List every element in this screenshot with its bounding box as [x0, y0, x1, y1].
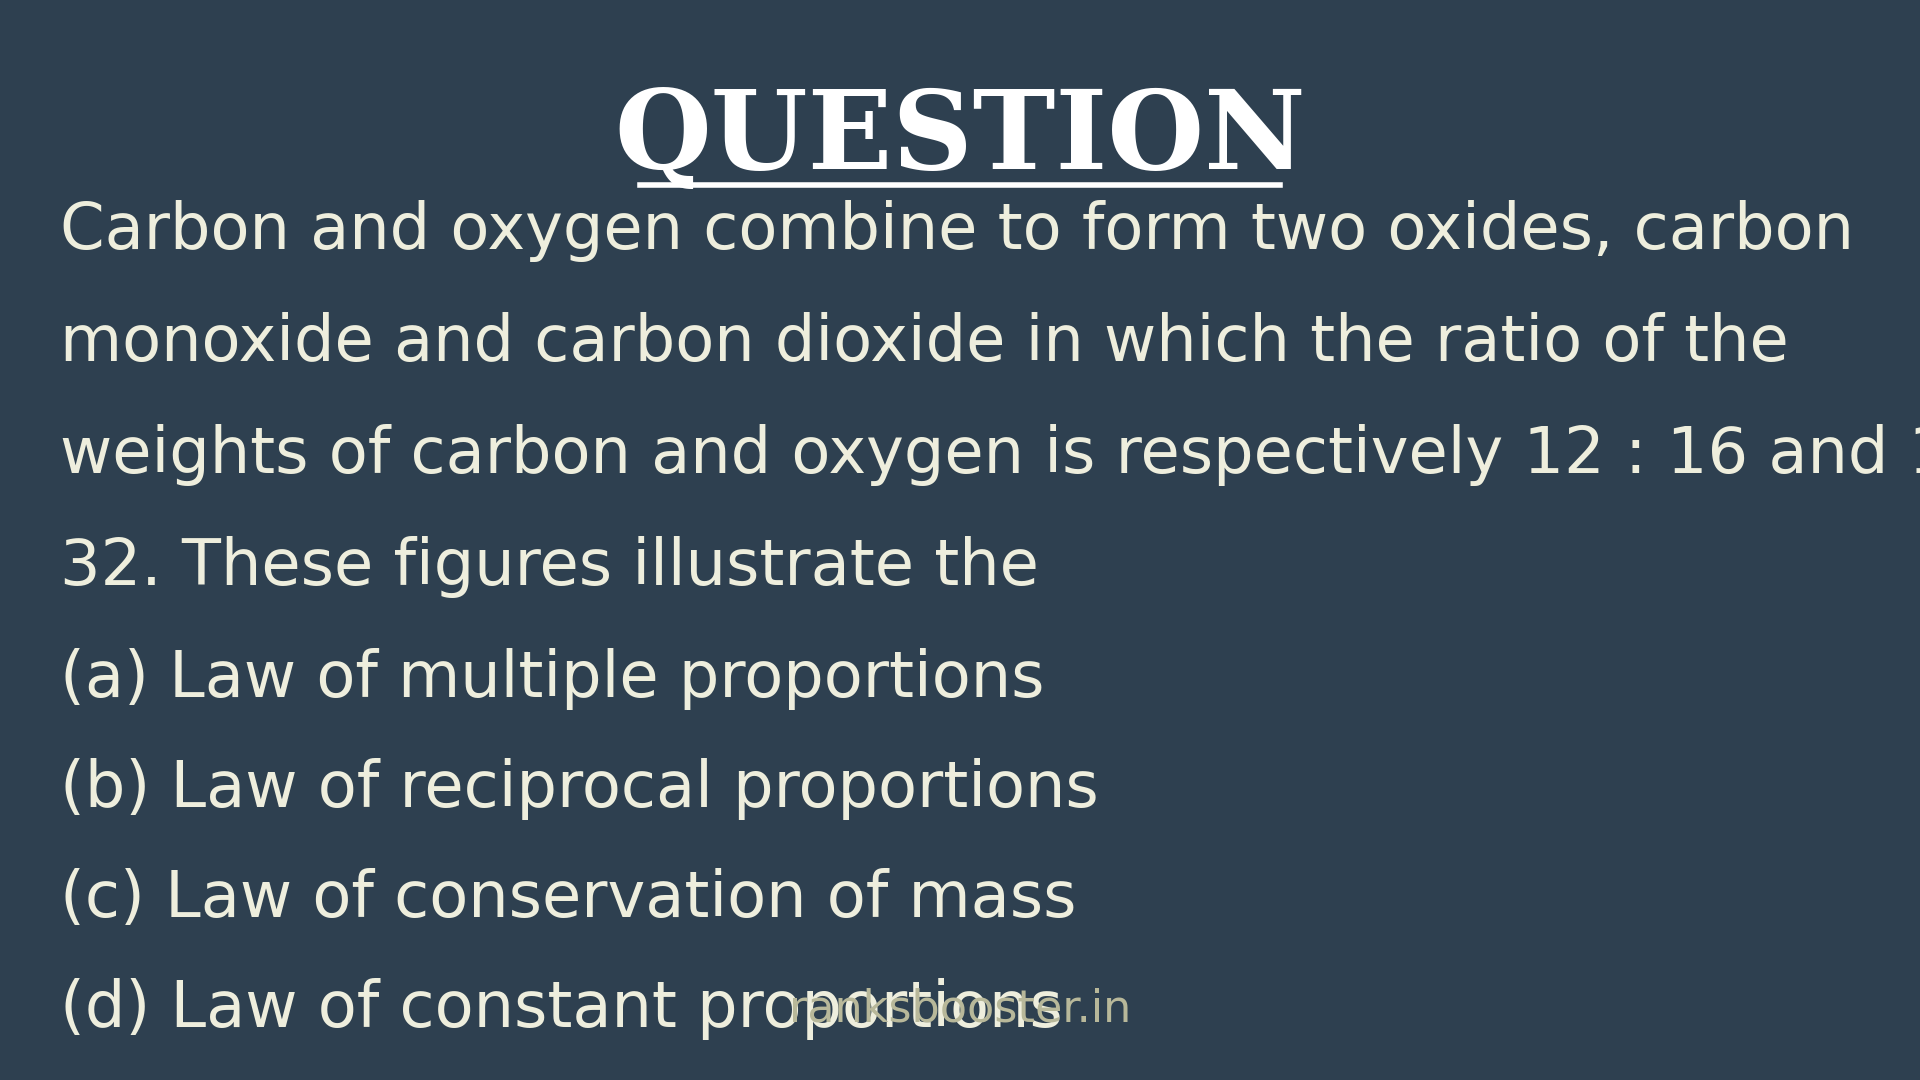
- Text: (d) Law of constant proportions: (d) Law of constant proportions: [60, 978, 1064, 1040]
- Text: ranksbooster.in: ranksbooster.in: [789, 987, 1131, 1030]
- Text: Carbon and oxygen combine to form two oxides, carbon: Carbon and oxygen combine to form two ox…: [60, 200, 1855, 262]
- Text: (c) Law of conservation of mass: (c) Law of conservation of mass: [60, 868, 1077, 930]
- Text: monoxide and carbon dioxide in which the ratio of the: monoxide and carbon dioxide in which the…: [60, 312, 1789, 374]
- Text: (a) Law of multiple proportions: (a) Law of multiple proportions: [60, 648, 1044, 710]
- Text: weights of carbon and oxygen is respectively 12 : 16 and 12 :: weights of carbon and oxygen is respecti…: [60, 424, 1920, 486]
- Text: QUESTION: QUESTION: [614, 85, 1306, 192]
- Text: 32. These figures illustrate the: 32. These figures illustrate the: [60, 536, 1039, 598]
- Text: (b) Law of reciprocal proportions: (b) Law of reciprocal proportions: [60, 758, 1098, 820]
